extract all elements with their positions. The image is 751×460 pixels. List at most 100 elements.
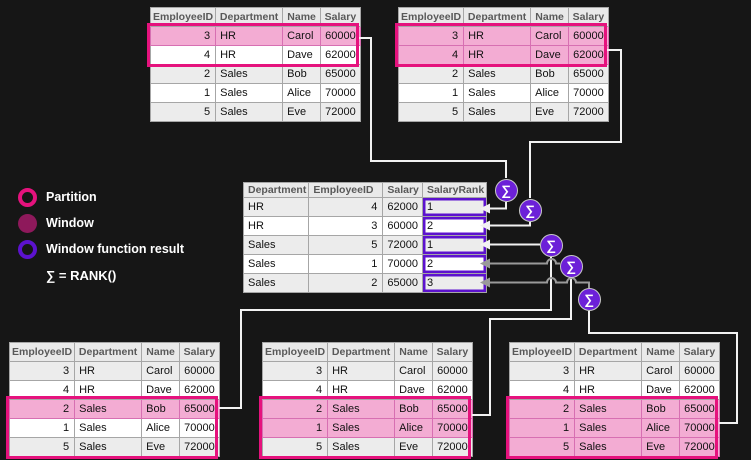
table-cell: Dave <box>394 380 434 400</box>
window-row: 4 HR Dave 62000 <box>397 45 609 65</box>
table-row: HR 4 62000 1 <box>242 197 488 217</box>
table-cell: HR <box>242 216 310 236</box>
column-header: EmployeeID <box>8 342 76 362</box>
table-cell: Carol <box>641 361 681 381</box>
header-row: EmployeeID Department Name Salary <box>397 7 609 27</box>
table-row: 4 HR Dave 62000 <box>149 45 361 65</box>
table-cell: 65000 <box>179 399 220 419</box>
table-cell: Bob <box>141 399 181 419</box>
employee-table-top-left: EmployeeID Department Name Salary 3 HR Carol 60… <box>149 7 361 122</box>
table-cell: Sales <box>574 437 643 457</box>
table-row: 3 HR Carol 60000 <box>508 361 720 381</box>
column-header: SalaryRank <box>421 182 488 198</box>
table-cell: 5 <box>397 102 465 122</box>
table-cell: Sales <box>463 64 532 84</box>
table-cell: 3 <box>261 361 329 381</box>
table-cell: Alice <box>530 83 570 103</box>
column-header: EmployeeID <box>508 342 576 362</box>
table-row: 2 Sales Bob 65000 <box>397 64 609 84</box>
table-cell: Bob <box>530 64 570 84</box>
column-header: Name <box>394 342 434 362</box>
column-header: Salary <box>432 342 473 362</box>
table-cell: HR <box>215 45 284 65</box>
table-cell: Dave <box>141 380 181 400</box>
table-cell: 65000 <box>568 64 609 84</box>
arrow-line-rank5 <box>490 277 590 288</box>
table-row: Sales 2 65000 3 <box>242 273 488 293</box>
table-cell: 4 <box>308 197 384 217</box>
column-header: EmployeeID <box>308 182 384 198</box>
table-cell: 70000 <box>679 418 720 438</box>
table-cell: Carol <box>530 26 570 46</box>
table-cell: Alice <box>394 418 434 438</box>
table-cell: Sales <box>242 273 310 293</box>
table-cell: 2 <box>149 64 217 84</box>
legend-label-partition: Partition <box>46 190 97 204</box>
header-row: EmployeeID Department Name Salary <box>149 7 361 27</box>
window-row: 3 HR Carol 60000 <box>149 26 361 46</box>
partition-ring-icon <box>18 187 37 207</box>
table-cell: Dave <box>530 45 570 65</box>
table-cell: 4 <box>508 380 576 400</box>
window-row: 1 Sales Alice 70000 <box>508 418 720 438</box>
table-cell: 3 <box>149 26 217 46</box>
window-function-result-cell: 2 <box>421 254 488 274</box>
header-row: EmployeeID Department Name Salary <box>8 342 220 362</box>
table-cell: 2 <box>308 273 384 293</box>
legend-item-window: Window <box>18 210 184 236</box>
table-cell: Bob <box>394 399 434 419</box>
column-header: Department <box>463 7 532 27</box>
table-cell: Dave <box>282 45 322 65</box>
table-cell: HR <box>463 45 532 65</box>
table-cell: 70000 <box>320 83 361 103</box>
table-cell: 4 <box>397 45 465 65</box>
table-cell: Alice <box>141 418 181 438</box>
table-cell: Sales <box>463 102 532 122</box>
table-cell: 60000 <box>179 361 220 381</box>
window-function-result-cell: 1 <box>421 235 488 255</box>
table-cell: Sales <box>574 399 643 419</box>
table-row: 5 Sales Eve 72000 <box>8 437 220 457</box>
window-row: 2 Sales Bob 65000 <box>261 399 473 419</box>
table-cell: 5 <box>149 102 217 122</box>
legend-item-partition: Partition <box>18 184 184 210</box>
table-cell: Bob <box>282 64 322 84</box>
header-row: EmployeeID Department Name Salary <box>261 342 473 362</box>
table-cell: 62000 <box>320 45 361 65</box>
table-cell: HR <box>574 380 643 400</box>
table-cell: 1 <box>397 83 465 103</box>
column-header: Name <box>530 7 570 27</box>
table-cell: 65000 <box>382 273 423 293</box>
table-cell: 5 <box>261 437 329 457</box>
table-cell: Eve <box>141 437 181 457</box>
table-cell: Carol <box>141 361 181 381</box>
table-cell: 70000 <box>382 254 423 274</box>
table-cell: 1 <box>308 254 384 274</box>
legend-label-result: Window function result <box>46 242 185 256</box>
table-cell: 2 <box>261 399 329 419</box>
table-cell: 70000 <box>432 418 473 438</box>
window-row: 2 Sales Bob 65000 <box>8 399 220 419</box>
table-cell: Sales <box>74 399 143 419</box>
table-row: 4 HR Dave 62000 <box>508 380 720 400</box>
table-cell: Sales <box>327 418 396 438</box>
column-header: EmployeeID <box>149 7 217 27</box>
employee-table-bottom-middle: EmployeeID Department Name Salary 3 HR Carol 60… <box>261 342 473 457</box>
table-cell: 1 <box>8 418 76 438</box>
sigma-badge-5: ∑ <box>577 287 601 311</box>
table-cell: Sales <box>215 83 284 103</box>
table-row: 1 Sales Alice 70000 <box>397 83 609 103</box>
table-cell: 72000 <box>382 235 423 255</box>
table-row: 4 HR Dave 62000 <box>8 380 220 400</box>
column-header: Name <box>641 342 681 362</box>
column-header: Salary <box>179 342 220 362</box>
table-row: 3 HR Carol 60000 <box>261 361 473 381</box>
legend-item-result: Window function result <box>18 236 184 262</box>
table-cell: Dave <box>641 380 681 400</box>
table-cell: HR <box>215 26 284 46</box>
table-row: HR 3 60000 2 <box>242 216 488 236</box>
table-cell: Sales <box>74 437 143 457</box>
window-row: 1 Sales Alice 70000 <box>261 418 473 438</box>
arrow-line-rank1 <box>490 202 507 210</box>
